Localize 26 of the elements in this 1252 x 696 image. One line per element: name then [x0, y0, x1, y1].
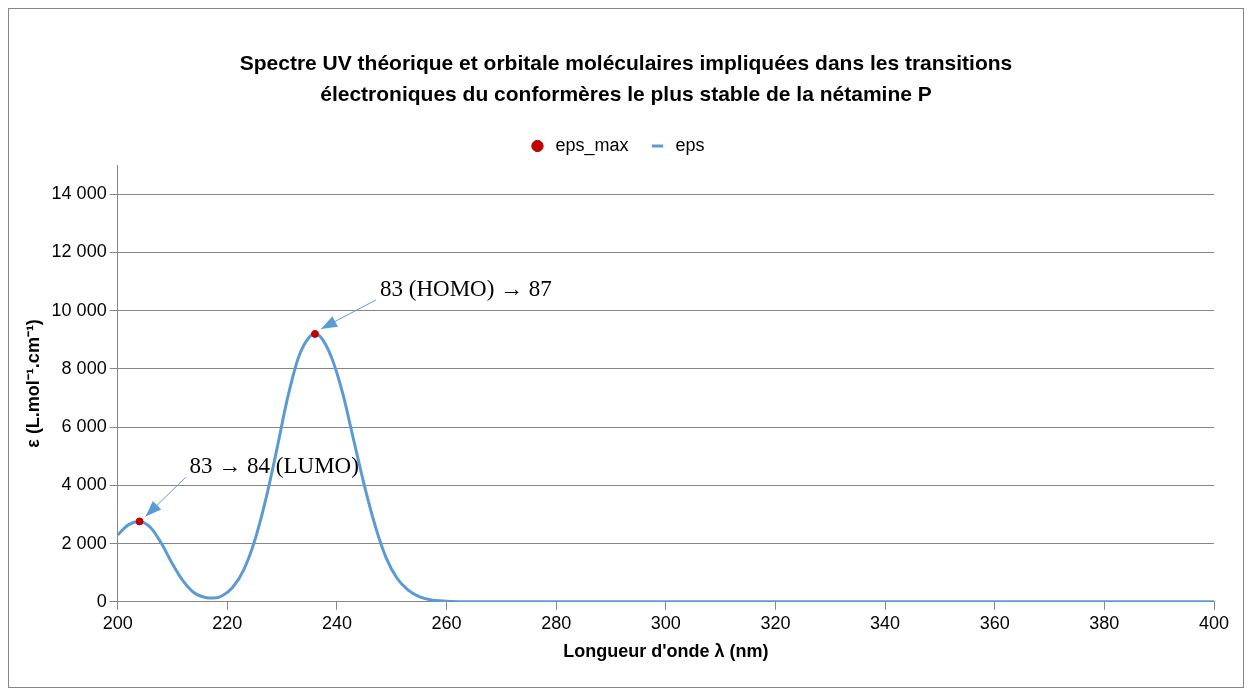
y-tick-label: 4 000 [61, 474, 107, 495]
y-axis-title: ε (L.mol⁻¹.cm⁻¹) [22, 319, 43, 448]
x-tick-label: 300 [650, 612, 681, 633]
x-tick-label: 400 [1198, 612, 1230, 633]
y-tick-label: 2 000 [61, 532, 107, 553]
x-tick-label: 380 [1089, 612, 1120, 633]
legend-label: eps_max [555, 134, 629, 156]
y-tick-label: 6 000 [61, 416, 107, 437]
x-tick-label: 200 [102, 612, 133, 633]
legend-label: eps [675, 134, 705, 155]
x-tick-label: 340 [870, 612, 901, 633]
annotation: 83 → 84 (LUMO) [189, 453, 359, 479]
y-tick-label: 0 [96, 590, 107, 611]
x-tick-label: 220 [212, 612, 243, 633]
annotation: 83 (HOMO) → 87 [380, 275, 552, 301]
y-tick-label: 12 000 [51, 241, 107, 262]
x-tick-label: 280 [541, 612, 572, 633]
x-tick-label: 360 [979, 612, 1010, 633]
x-tick-label: 260 [431, 612, 462, 633]
x-tick-label: 320 [760, 612, 791, 633]
y-tick-label: 10 000 [51, 299, 107, 320]
y-tick-label: 8 000 [61, 357, 107, 378]
x-axis-title: Longueur d'onde λ (nm) [563, 641, 769, 662]
y-tick-label: 14 000 [51, 183, 107, 204]
chart-title: Spectre UV théorique et orbitale moléculaires impliquées dans les transitions électroniques du conformères le plus stable de la nétamine P [238, 50, 1014, 107]
x-tick-label: 240 [321, 612, 352, 633]
